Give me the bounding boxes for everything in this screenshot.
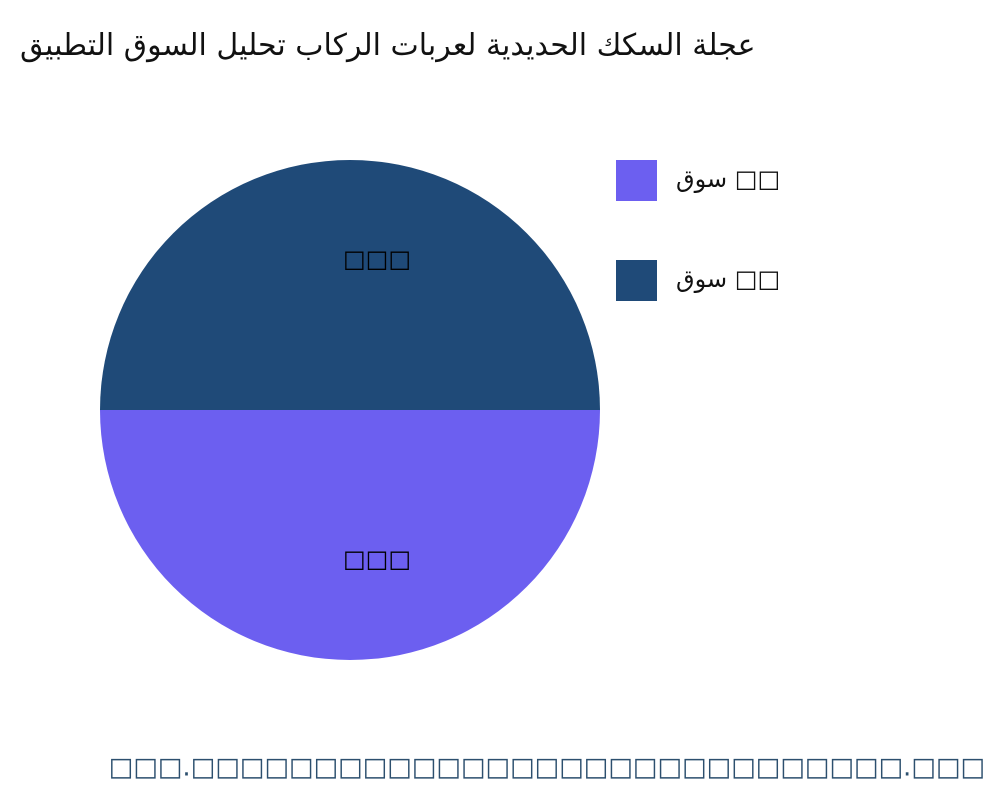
legend-label: سوق □□ xyxy=(676,265,780,293)
data-label: □□□ xyxy=(343,245,411,273)
legend-swatch xyxy=(616,260,657,301)
legend-swatch xyxy=(616,160,657,201)
legend-label: سوق □□ xyxy=(676,165,780,193)
data-label: □□□ xyxy=(343,545,411,573)
pie-slice xyxy=(100,410,600,660)
footer: □□□.□□□□□□□□□□□□□□□□□□□□□□□□□□□□□.□□□ xyxy=(109,753,985,783)
pie-slice xyxy=(100,160,600,410)
chart-title: عجلة السكك الحديدية لعربات الركاب تحليل … xyxy=(20,28,756,63)
